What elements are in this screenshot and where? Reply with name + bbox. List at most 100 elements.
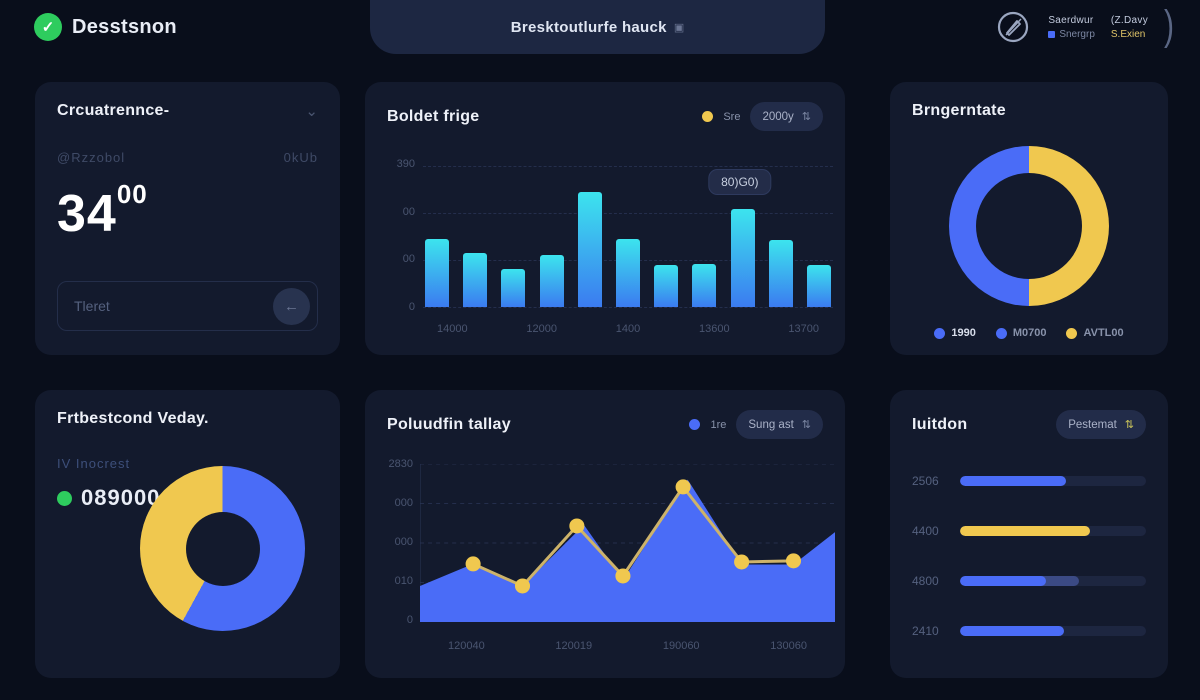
area-fill (420, 479, 835, 622)
decorative-arc: ) (1164, 3, 1174, 50)
gridline (423, 166, 833, 167)
x-tick-label: 13600 (699, 323, 730, 335)
area-chart-svg (419, 463, 835, 623)
bar-x-axis: 14000 12000 1400 13600 13700 (423, 323, 833, 335)
legend-label: M0700 (1012, 327, 1047, 339)
bar (768, 240, 793, 307)
bar-chart-card: Boldet frige Sre 2000y ⇅ 390 00 00 0 80)G0)… (365, 82, 845, 355)
bar-legend-label: Sre (723, 110, 741, 123)
progress-row: 2410 (912, 624, 1146, 638)
header-center-title: Bresktoutlurfe hauck (510, 18, 667, 36)
compass-icon-button[interactable] (994, 8, 1032, 46)
progress-row-label: 2410 (912, 624, 939, 638)
progress-rows: 2506 4400 4800 2410 (912, 474, 1146, 638)
y-tick-label: 00 (402, 253, 415, 266)
x-tick-label: 13700 (788, 323, 819, 335)
progress-fill (960, 526, 1091, 536)
legend-item: AVTL00 (1066, 327, 1124, 339)
progress-track[interactable] (960, 626, 1146, 636)
header-stat-2: (Z.Davy S.Exien (1111, 15, 1148, 40)
data-point-dot (734, 554, 750, 570)
progress-fill (960, 476, 1067, 486)
app-title: Desstsnon (72, 15, 177, 38)
logo-check-icon: ✓ (34, 13, 62, 41)
legend-dot-yellow (702, 111, 714, 122)
gridline (423, 213, 833, 214)
legend-dot (934, 327, 946, 339)
area-plot-area (419, 463, 835, 623)
donut1-title: Brngerntate (912, 102, 1006, 119)
bar (501, 269, 526, 307)
y-tick-label: 2830 (388, 458, 413, 470)
bar (577, 191, 602, 307)
x-tick-label: 14000 (437, 323, 468, 335)
app-logo: ✓ Desstsnon (34, 13, 177, 41)
area-x-axis: 120040 120019 190060 130060 (420, 640, 835, 652)
donut2-hole (185, 511, 260, 586)
legend-label: AVTL00 (1083, 327, 1124, 339)
header-center-tab[interactable]: Bresktoutlurfe hauck ▣ (370, 0, 825, 54)
stat-card-title: Crcuatrennce- (57, 102, 170, 119)
y-tick-label: 010 (394, 575, 413, 587)
donut-card-1: Brngerntate 1990 M0700 AVTL00 (890, 82, 1168, 355)
x-tick-label: 120040 (448, 640, 485, 652)
legend-item: 1990 (934, 327, 976, 339)
legend-dot-blue (689, 419, 701, 430)
sort-chevrons-icon: ⇅ (801, 111, 811, 123)
stat-big-value: 3400 (57, 179, 148, 243)
legend-label: 1990 (951, 327, 976, 339)
bar-card-title: Boldet frige (387, 107, 480, 125)
donut1-hole (976, 173, 1082, 279)
blue-square-icon (1048, 30, 1056, 38)
top-bar: ✓ Desstsnon Bresktoutlurfe hauck ▣ Saerd… (0, 0, 1200, 62)
bar (463, 253, 488, 307)
progress-track[interactable] (960, 526, 1146, 536)
stat-card: Crcuatrennce- ⌄ @Rzzobol 0kUb 3400 ← (35, 82, 340, 355)
header-right: Saerdwur Snergrp (Z.Davy S.Exien ) (994, 3, 1174, 49)
progress-row-label: 4800 (912, 574, 939, 588)
bars-group (425, 166, 831, 307)
progress-row-label: 4400 (912, 524, 939, 538)
donut1-legend: 1990 M0700 AVTL00 (890, 327, 1168, 339)
y-tick-label: 000 (394, 497, 413, 509)
area-card-title: Poluudfin tallay (387, 415, 511, 433)
progress-row-label: 2506 (912, 474, 939, 488)
legend-item: M0700 (995, 327, 1047, 339)
data-point-dot (514, 578, 531, 594)
bar-tooltip: 80)G0) (708, 169, 772, 196)
y-tick-label: 0 (406, 614, 413, 626)
area-chart-card: Poluudfin tallay 1re Sung ast ⇅ 2830 000 0… (365, 390, 845, 678)
sort-chevrons-icon: ⇅ (801, 419, 811, 431)
badge-icon: ▣ (673, 21, 685, 34)
y-tick-label: 390 (396, 158, 415, 170)
progress-row: 2506 (912, 474, 1146, 488)
progress-dropdown[interactable]: Pestemat ⇅ (1056, 410, 1146, 439)
stat-text-input[interactable] (74, 298, 244, 314)
chevron-down-icon[interactable]: ⌄ (305, 103, 318, 120)
progress-fill (960, 576, 1046, 586)
data-point-dot (675, 479, 691, 495)
bar-y-axis: 390 00 00 0 (379, 158, 415, 313)
progress-fill (960, 626, 1065, 636)
bar (806, 265, 831, 307)
stat-sub-right: 0kUb (283, 150, 318, 165)
submit-arrow-button[interactable]: ← (273, 287, 310, 325)
header-stat-2-value: S.Exien (1110, 28, 1146, 40)
data-point-dot (615, 568, 631, 584)
header-stat-1-value: Snergrp (1059, 28, 1095, 40)
stat-sub-left: @Rzzobol (57, 150, 126, 165)
data-point-dot (569, 518, 585, 534)
progress-track[interactable] (960, 476, 1146, 486)
area-period-dropdown[interactable]: Sung ast ⇅ (736, 410, 823, 439)
progress-title: Iuitdon (912, 415, 968, 433)
x-tick-label: 120019 (555, 640, 593, 652)
bar (730, 209, 755, 307)
progress-track[interactable] (960, 576, 1146, 586)
green-status-dot (57, 490, 72, 506)
donut2-value: 089000 (81, 485, 161, 510)
bar (654, 265, 679, 307)
header-stat-1-title: Saerdwur (1048, 14, 1094, 26)
bar-period-dropdown[interactable]: 2000y ⇅ (750, 102, 823, 131)
bar (692, 263, 717, 307)
donut-chart-1 (949, 146, 1109, 306)
